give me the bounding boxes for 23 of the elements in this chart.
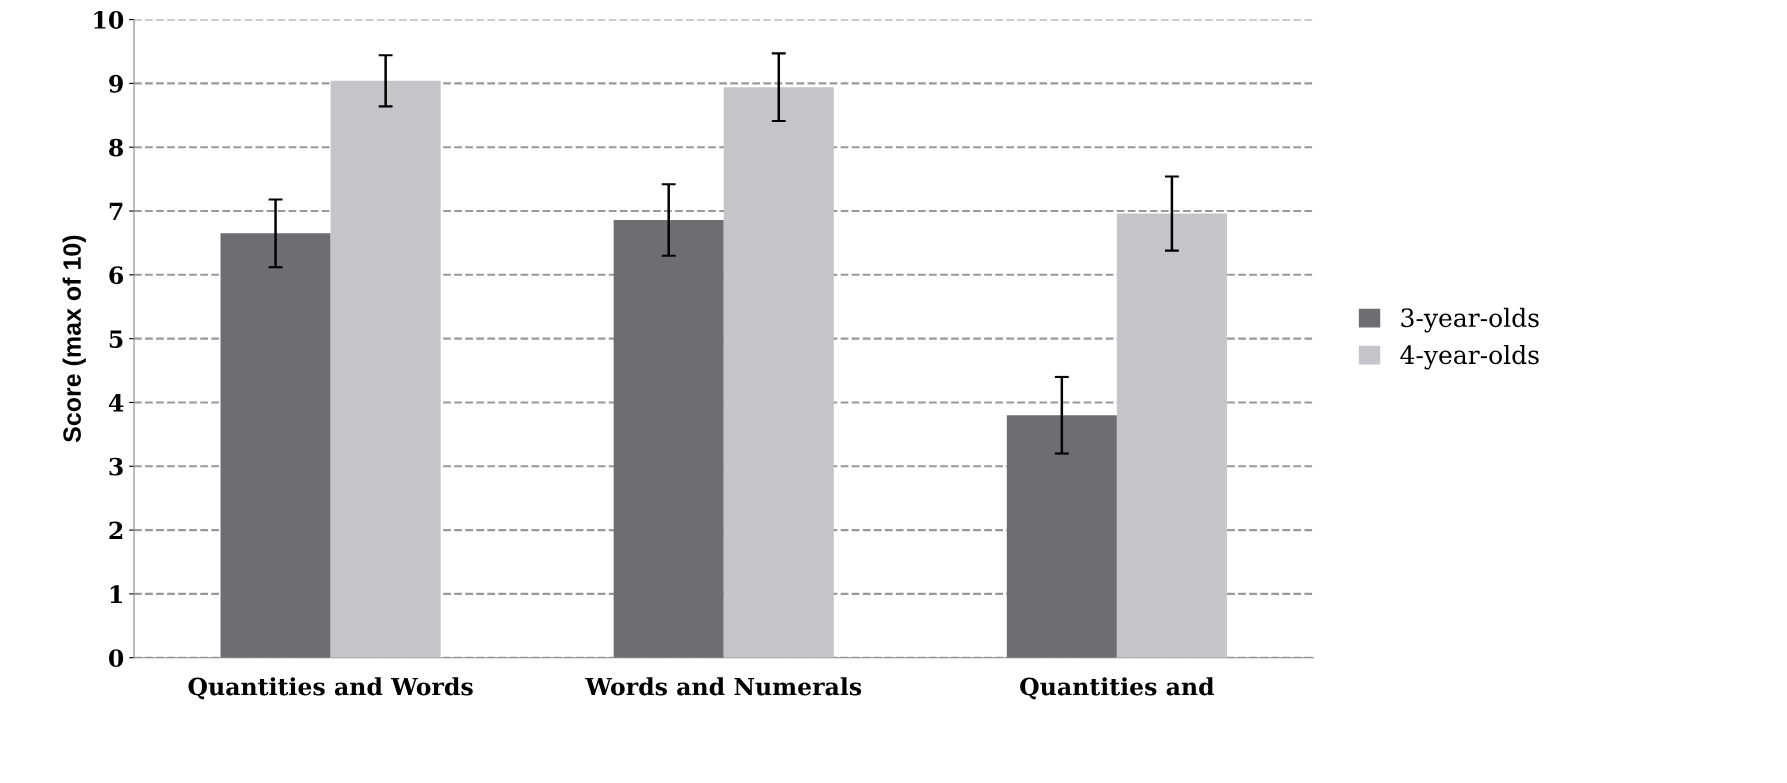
y-tick-label: 1: [110, 585, 122, 603]
y-tick-label: 2: [109, 521, 123, 540]
y-tick-label: 8: [109, 138, 124, 157]
y-tick-label: 5: [109, 330, 123, 348]
bar: [723, 87, 834, 658]
bar: [1006, 415, 1117, 658]
y-tick-label: 9: [109, 74, 123, 93]
y-tick-label: 0: [108, 649, 124, 668]
y-axis-title: Score (max of 10): [62, 235, 86, 443]
bar: [613, 219, 724, 658]
legend-label: 3-year-olds: [1401, 307, 1539, 333]
x-tick-label: Quantities and: [1020, 677, 1215, 700]
bar: [330, 80, 441, 658]
x-tick-label: Quantities and Words: [188, 677, 473, 700]
y-tick-label: 3: [109, 457, 123, 476]
legend-label: 4-year-olds: [1400, 344, 1539, 370]
y-tick-label: 4: [108, 393, 124, 412]
bar: [1116, 213, 1227, 658]
y-tick-label: 6: [109, 266, 124, 285]
y-tick-label: 7: [109, 202, 123, 220]
x-tick-label: Words and Numerals: [585, 677, 862, 696]
y-tick-label: 10: [94, 11, 124, 29]
bar: [220, 233, 331, 658]
